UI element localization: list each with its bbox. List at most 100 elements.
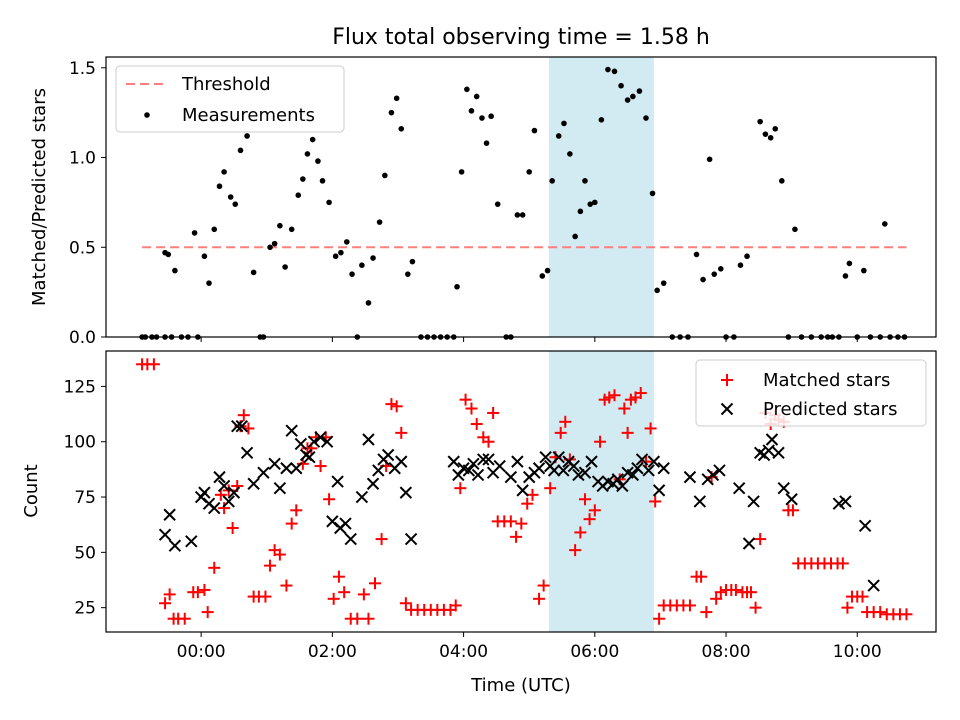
predicted-star-point (280, 462, 293, 475)
measurement-point (349, 271, 355, 277)
bottom-y-tick-label: 50 (74, 543, 96, 563)
top-legend-box (115, 65, 345, 133)
predicted-star-point (355, 490, 369, 504)
matched-star-point (683, 599, 696, 612)
measurement-point (191, 230, 198, 236)
matched-star-point (459, 393, 472, 406)
measurement-point (744, 253, 750, 260)
measurement-point (531, 127, 538, 134)
matched-star-point (208, 561, 221, 574)
predicted-star-point (395, 455, 408, 468)
predicted-star-point (247, 477, 260, 490)
measurement-point (382, 172, 388, 179)
predicted-star-point (567, 459, 581, 473)
matched-star-point (874, 606, 887, 619)
predicted-star-point (482, 453, 495, 466)
legend-predicted-swatch (720, 402, 734, 416)
measurement-point (717, 265, 724, 272)
x-tick-label: 10:00 (833, 642, 882, 662)
matched-star-point (214, 488, 227, 501)
predicted-star-point (839, 495, 852, 508)
predicted-star-point (399, 486, 413, 499)
predicted-star-point (168, 539, 182, 552)
matched-star-point (226, 522, 239, 535)
predicted-star-point (777, 481, 790, 495)
measurement-point (165, 251, 172, 258)
predicted-star-point (268, 457, 281, 471)
predicted-star-point (404, 532, 418, 546)
measurement-point (376, 219, 383, 225)
measurement-point (343, 239, 350, 245)
matched-star-point (290, 504, 303, 517)
matched-star-point (644, 422, 657, 435)
matched-star-point (357, 588, 370, 601)
bottom-plot-marks (136, 358, 913, 625)
top-y-tick-label: 0.0 (69, 328, 96, 348)
predicted-star-point (381, 448, 395, 462)
predicted-star-point (626, 468, 640, 482)
matched-star-point (198, 583, 211, 596)
measurement-point (630, 93, 636, 100)
matched-star-point (618, 402, 631, 415)
measurement-point (282, 264, 288, 270)
predicted-star-point (547, 464, 561, 477)
predicted-star-point (447, 455, 460, 468)
matched-star-point (147, 358, 160, 371)
matched-star-point (395, 426, 408, 439)
matched-star-point (559, 415, 572, 428)
measurement-point (592, 199, 598, 206)
matched-star-point (390, 400, 403, 413)
measurement-point (572, 233, 578, 240)
measurement-point (365, 300, 372, 306)
measurement-point (288, 226, 295, 233)
matched-star-point (836, 557, 849, 570)
measurement-point (587, 201, 594, 207)
matched-star-point (521, 497, 534, 510)
predicted-star-point (294, 437, 308, 451)
legend-x-marker (720, 402, 734, 416)
measurement-point (338, 249, 344, 256)
measurement-point (300, 176, 306, 182)
matched-star-point (454, 482, 467, 495)
matched-star-point (327, 592, 340, 605)
measurement-point (393, 95, 400, 102)
predicted-star-point (285, 424, 298, 437)
predicted-star-point (339, 517, 352, 530)
predicted-star-point (504, 470, 518, 484)
measurement-point (624, 97, 631, 103)
predicted-star-point (240, 446, 254, 459)
predicted-star-point (222, 495, 235, 508)
x-tick-label: 08:00 (702, 642, 751, 662)
measurement-point (473, 93, 480, 100)
measurement-point (544, 267, 551, 274)
predicted-star-point (217, 479, 231, 493)
matched-star-point (554, 426, 567, 439)
predicted-star-point (235, 420, 249, 433)
predicted-star-point (762, 444, 775, 457)
x-tick-label: 00:00 (177, 642, 226, 662)
predicted-star-point (657, 462, 670, 475)
measurement-point (618, 82, 624, 89)
predicted-star-point (511, 455, 524, 468)
matched-star-point (375, 533, 388, 546)
matched-star-point (332, 570, 345, 583)
measurement-point (792, 226, 798, 233)
matched-star-point (729, 583, 742, 596)
measurement-point (271, 240, 278, 247)
legend-threshold-label: Threshold (181, 74, 271, 95)
matched-star-point (714, 586, 727, 599)
measurement-point (319, 178, 326, 184)
predicted-star-point (372, 464, 385, 477)
predicted-star-point (858, 519, 872, 533)
measurement-point (882, 221, 888, 227)
predicted-star-point (765, 433, 779, 446)
measurement-point (206, 280, 212, 286)
predicted-star-point (867, 579, 880, 592)
predicted-star-point (185, 535, 198, 548)
measurement-point (464, 86, 470, 93)
matched-star-point (314, 460, 327, 473)
measurement-point (388, 109, 395, 116)
predicted-star-point (362, 433, 375, 446)
matched-star-point (504, 515, 517, 528)
predicted-star-point (713, 464, 726, 477)
